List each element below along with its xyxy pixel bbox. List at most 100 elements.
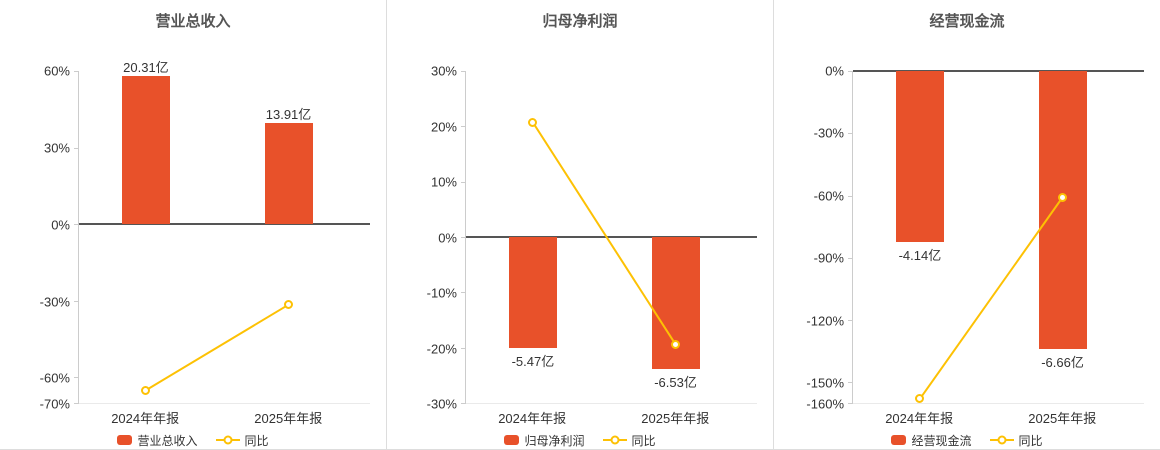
bar-2025年年报 [1038,71,1087,350]
legend-label: 同比 [244,433,269,448]
chart-panel-operating-cashflow: 经营现金流 0% -30% -60% -90% -120% -150% -160% -4.1… [773,0,1160,449]
tick-mark [461,403,466,404]
tick-mark [848,133,853,135]
chart-panel-net-profit: 归母净利润 30% 20% 10% 0% -10% -20% -30% -5.47亿 -6.5… [386,0,773,449]
y-tick-label: 60% [43,63,70,79]
tick-mark [848,71,853,72]
line-point-marker [915,394,925,404]
tick-mark [461,126,466,128]
tick-mark [74,377,79,379]
x-tick-label: 2024年年报 [498,411,567,426]
x-tick-label: 2025年年报 [641,411,710,426]
zero-axis-line [466,236,757,238]
bar-swatch-icon [117,435,133,445]
bar-value-label: 20.31亿 [123,60,169,76]
tick-mark [461,71,466,72]
line-marker-icon [989,435,1014,445]
y-tick-label: -160% [806,396,844,412]
x-axis: 2024年年报 2025年年报 [0,404,386,426]
y-tick-label: -60% [39,370,70,386]
x-axis: 2024年年报 2025年年报 [774,404,1160,426]
bar-swatch-icon [891,435,907,445]
bar-2024年年报 [508,237,557,348]
legend: 归母净利润 同比 [387,432,773,448]
legend-item-line-series[interactable]: 同比 [602,432,656,449]
y-tick-label: -30% [39,294,70,310]
x-tick-label: 2024年年报 [111,411,180,426]
legend-item-bar-series[interactable]: 归母净利润 [504,432,585,449]
yoy-trend-line [145,303,290,392]
y-tick-label: 30% [43,140,70,156]
y-tick-label: -60% [813,188,844,204]
line-point-marker [528,117,538,127]
zero-axis-line [79,223,370,226]
y-tick-label: -20% [426,341,457,356]
y-tick-label: 30% [430,63,457,79]
plot-area: -4.14亿 -6.66亿 [848,70,1144,404]
tick-mark [74,403,79,404]
y-tick-label: -120% [806,313,844,329]
legend-item-line-series[interactable]: 同比 [989,432,1043,449]
bar-2024年年报 [121,76,170,225]
y-tick-label: 0% [825,63,844,79]
yoy-trend-line [532,121,677,345]
tick-mark [848,195,853,197]
legend-label: 营业总收入 [137,433,198,448]
y-tick-label: -30% [426,396,457,412]
bar-value-label: -5.47亿 [511,353,555,369]
legend: 经营现金流 同比 [774,432,1160,448]
tick-mark [848,257,853,259]
x-axis-labels: 2024年年报 2025年年报 [465,404,757,426]
legend-item-line-series[interactable]: 同比 [215,432,269,449]
y-tick-label: -30% [813,125,844,141]
tick-mark [74,224,79,226]
chart-body: 60% 30% 0% -30% -60% -70% 20.31亿 13.91亿 [0,60,386,412]
legend-label: 经营现金流 [911,433,972,448]
y-tick-label: -70% [39,396,70,412]
tick-mark [74,147,79,149]
bar-value-label: -6.53亿 [654,375,697,391]
yoy-trend-line [919,196,1064,400]
plot-area: 20.31亿 13.91亿 [74,60,370,404]
x-axis-labels: 2024年年报 2025年年报 [78,404,370,426]
bar-swatch-icon [504,435,520,445]
bar-value-label: -6.66亿 [1041,355,1084,371]
x-tick-label: 2025年年报 [1028,411,1097,426]
tick-mark [461,181,466,183]
y-tick-label: -90% [813,250,844,266]
y-tick-label: 20% [430,119,457,134]
legend-item-bar-series[interactable]: 营业总收入 [117,432,198,449]
bar-2024年年报 [895,71,944,243]
legend-label: 同比 [631,433,656,448]
line-point-marker [1058,192,1068,202]
x-tick-label: 2025年年报 [254,411,323,426]
tick-mark [74,300,79,302]
tick-mark [74,71,79,72]
chart-body: 30% 20% 10% 0% -10% -20% -30% -5.47亿 -6.53亿 [387,64,773,412]
chart-title: 归母净利润 [542,13,618,30]
y-axis: 60% 30% 0% -30% -60% -70% [0,64,78,412]
bar-value-label: 13.91亿 [265,106,312,122]
bar-value-label: -4.14亿 [898,248,942,264]
chart-body: 0% -30% -60% -90% -120% -150% -160% -4.14亿 -6.6… [774,64,1160,412]
x-axis-labels: 2024年年报 2025年年报 [852,404,1144,426]
line-marker-icon [215,435,240,445]
legend: 营业总收入 同比 [0,432,386,448]
line-point-marker [284,300,294,310]
legend-label: 同比 [1018,433,1043,448]
tick-mark [461,237,466,238]
tick-mark [848,320,853,321]
y-axis: 0% -30% -60% -90% -120% -150% -160% [774,64,852,412]
plot-area: -5.47亿 -6.53亿 [461,71,757,404]
line-point-marker [671,339,681,349]
x-tick-label: 2024年年报 [885,411,954,426]
line-marker-icon [602,435,627,445]
x-axis: 2024年年报 2025年年报 [387,404,773,426]
tick-mark [848,403,853,404]
tick-mark [461,347,466,349]
legend-item-bar-series[interactable]: 经营现金流 [891,432,972,449]
y-tick-label: 0% [51,217,70,233]
legend-label: 归母净利润 [524,433,585,448]
chart-title: 经营现金流 [929,13,1005,30]
